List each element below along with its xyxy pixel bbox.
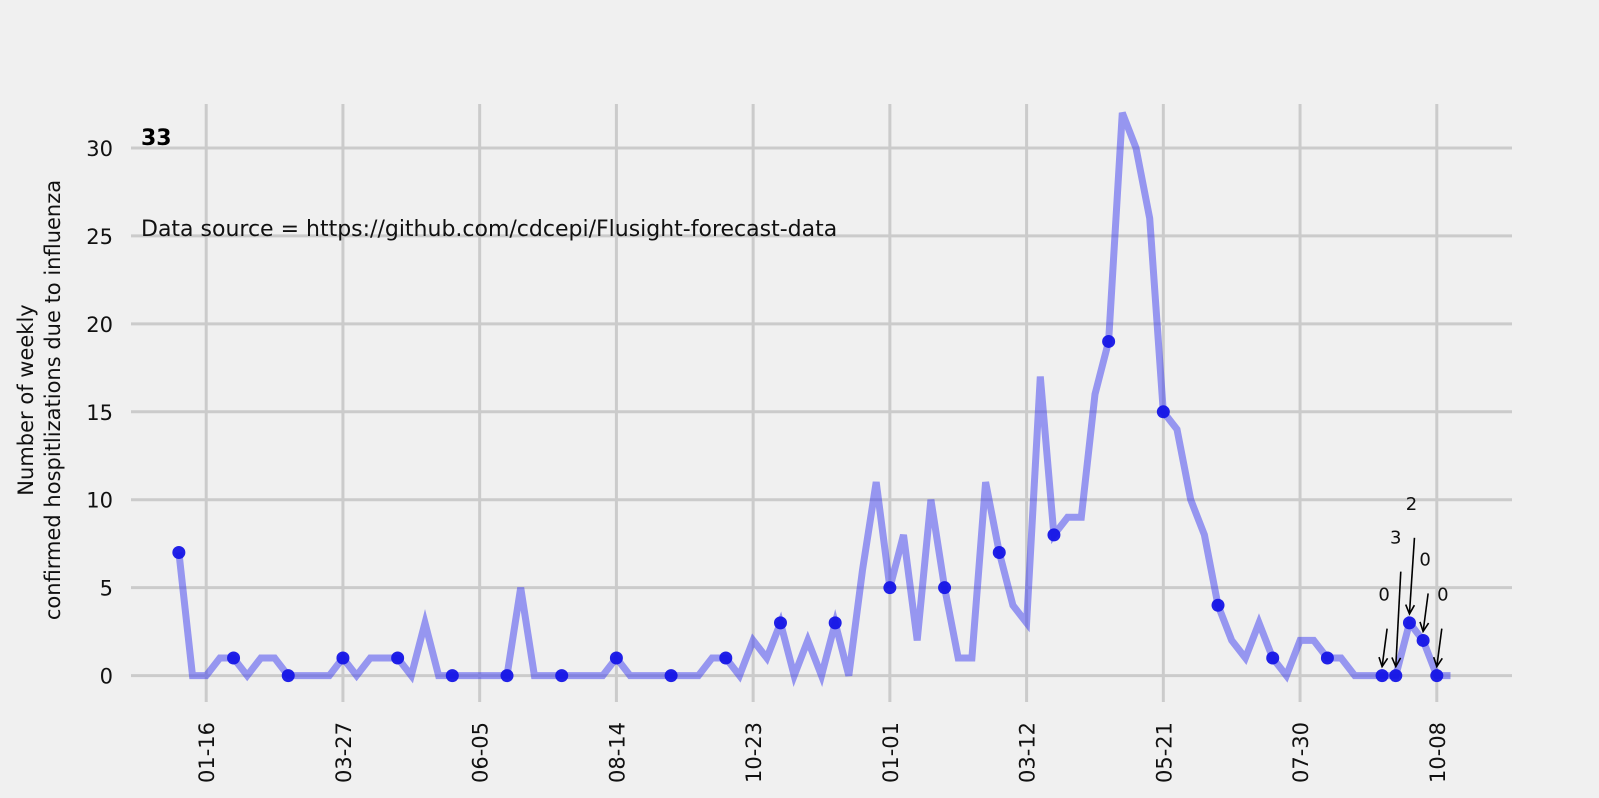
annotation-arrow [1436, 628, 1443, 667]
data-point [1102, 334, 1116, 348]
marker-layer [172, 334, 1444, 683]
annotation-arrowhead [1404, 604, 1416, 616]
annotation-label: 2 [1406, 494, 1417, 515]
data-source-note: Data source = https://github.com/cdcepi/… [141, 217, 837, 242]
y-tick-label: 5 [100, 577, 113, 601]
corner-label: 33 [141, 126, 172, 151]
y-tick-labels: 0 5 10 15 20 25 30 [86, 137, 113, 689]
data-point [883, 581, 897, 595]
y-tick-label: 15 [86, 401, 113, 425]
annotation-arrow [1394, 571, 1402, 667]
data-point [1266, 651, 1280, 665]
data-point [227, 651, 241, 665]
x-tick-label: 10-23 [742, 722, 766, 783]
data-point [1430, 669, 1444, 683]
data-point [1211, 598, 1225, 612]
data-point [1416, 633, 1430, 647]
data-point [609, 651, 623, 665]
data-point [500, 669, 514, 683]
data-point [1375, 669, 1389, 683]
x-tick-label: 03-12 [1016, 722, 1040, 783]
data-point [1402, 616, 1416, 630]
annotation-arrowhead [1419, 621, 1430, 634]
y-tick-label: 30 [86, 137, 113, 161]
x-tick-label: 05-21 [1152, 722, 1176, 783]
x-tick-label: 08-14 [605, 722, 629, 783]
y-tick-label: 25 [86, 225, 113, 249]
x-tick-labels: 01-16 03-27 06-05 08-14 10-23 01-01 03-12 05-21… [195, 722, 1450, 783]
x-tick-label: 07-30 [1289, 722, 1313, 783]
annotation-label: 3 [1390, 528, 1401, 549]
data-point [938, 581, 952, 595]
data-point [555, 669, 569, 683]
data-point [391, 651, 405, 665]
data-point [1389, 669, 1403, 683]
data-point [828, 616, 842, 630]
annotation-label: 0 [1437, 585, 1448, 606]
data-point [773, 616, 787, 630]
annotation-label: 0 [1378, 585, 1389, 606]
annotation-arrowhead [1391, 657, 1402, 669]
data-point [445, 669, 459, 683]
data-point [992, 546, 1006, 559]
data-point [336, 651, 350, 665]
data-point [1156, 405, 1170, 419]
data-point [719, 651, 733, 665]
annotation-arrow [1422, 593, 1429, 632]
annotation-arrow [1408, 537, 1416, 614]
x-tick-label: 01-01 [879, 722, 903, 783]
annotation-label: 0 [1419, 549, 1430, 570]
y-tick-label: 20 [86, 313, 113, 337]
annotation-arrowhead [1432, 656, 1443, 669]
y-axis-label-line-1: Number of weekly [14, 304, 38, 495]
annotation-arrow [1381, 628, 1388, 667]
series-layer [175, 111, 1451, 688]
y-axis-label-line-2: confirmed hospitlizations due to influen… [41, 180, 65, 620]
y-tick-label: 10 [86, 489, 113, 513]
x-tick-label: 10-08 [1426, 722, 1450, 783]
series-line [175, 111, 1451, 688]
x-tick-label: 06-05 [469, 722, 493, 783]
data-point [1047, 528, 1061, 542]
y-tick-label: 0 [100, 665, 113, 689]
data-point [172, 546, 186, 559]
data-point [281, 669, 295, 683]
data-point [664, 669, 678, 683]
x-tick-label: 03-27 [332, 722, 356, 783]
annotation-arrowhead [1378, 656, 1389, 669]
data-point [1320, 651, 1334, 665]
x-tick-label: 01-16 [195, 722, 219, 783]
